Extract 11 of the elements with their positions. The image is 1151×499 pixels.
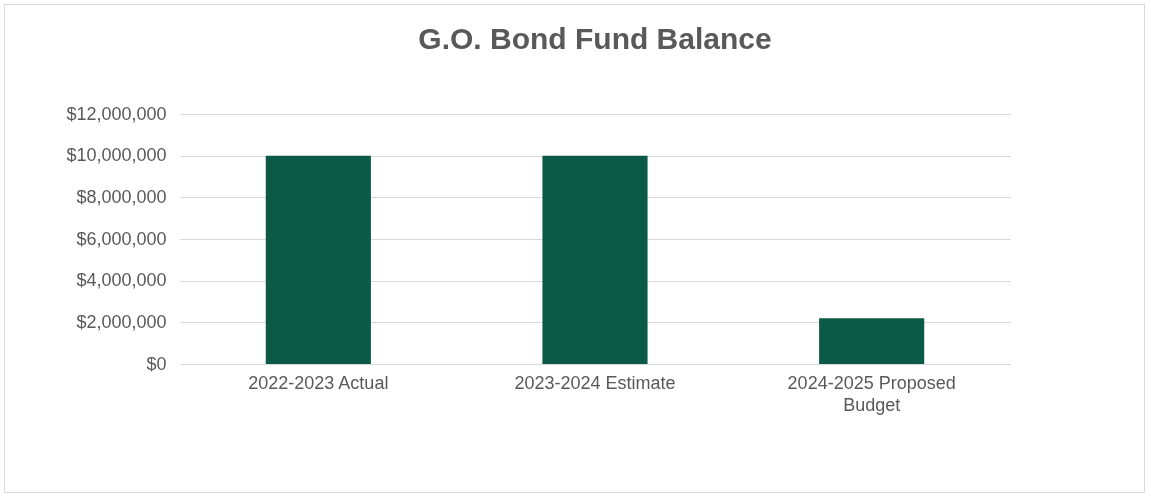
y-tick-label: $10,000,000 bbox=[66, 145, 167, 166]
x-tick-label: 2024-2025 Proposed Budget bbox=[787, 372, 956, 415]
x-tick-label: 2023-2024 Estimate bbox=[514, 372, 676, 393]
x-tick-label: 2022-2023 Actual bbox=[248, 372, 389, 393]
y-tick-label: $4,000,000 bbox=[76, 270, 167, 291]
y-tick-label: $0 bbox=[146, 353, 167, 374]
y-tick-label: $2,000,000 bbox=[76, 311, 167, 332]
y-tick-label: $8,000,000 bbox=[76, 186, 167, 207]
chart-title: G.O. Bond Fund Balance bbox=[418, 22, 772, 55]
y-tick-label: $6,000,000 bbox=[76, 228, 167, 249]
y-tick-label: $12,000,000 bbox=[66, 103, 167, 124]
